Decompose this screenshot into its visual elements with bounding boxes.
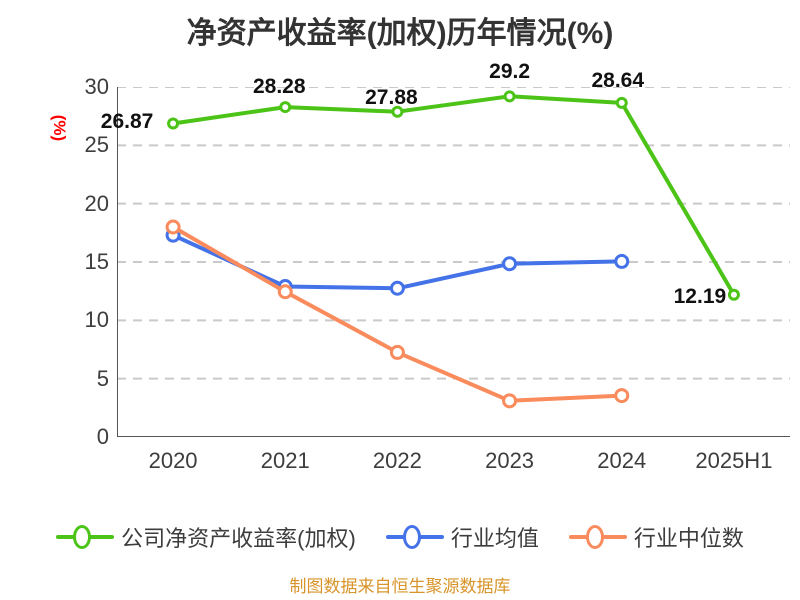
legend-label: 行业均值 — [450, 526, 539, 551]
legend-marker-icon — [385, 522, 444, 552]
data-point-0-3[interactable] — [503, 90, 516, 103]
data-point-0-4[interactable] — [615, 96, 628, 109]
y-tick-label: 10 — [84, 307, 109, 333]
x-tick-label: 2023 — [485, 448, 535, 473]
legend-label: 公司净资产收益率(加权) — [121, 526, 356, 551]
data-point-2-4[interactable] — [614, 388, 630, 404]
x-tick-label: 2024 — [597, 448, 647, 473]
legend-item-2[interactable]: 行业中位数 — [568, 521, 744, 553]
legend-item-0[interactable]: 公司净资产收益率(加权) — [56, 521, 356, 553]
y-axis-tick-labels: 0 5 10 15 20 25 30 — [47, 74, 109, 449]
data-point-0-1[interactable] — [279, 101, 292, 114]
data-point-2-3[interactable] — [502, 393, 518, 409]
chart-plot-svg — [117, 87, 790, 437]
y-tick-label: 20 — [84, 190, 109, 216]
plot-area — [117, 87, 790, 437]
legend-dot-icon — [73, 525, 92, 549]
data-point-2-0[interactable] — [165, 219, 181, 235]
data-point-1-3[interactable] — [502, 256, 518, 272]
y-tick-label: 0 — [96, 424, 109, 449]
y-tick-label: 15 — [84, 249, 109, 274]
data-point-2-1[interactable] — [277, 284, 293, 300]
data-label: 26.87 — [100, 109, 154, 133]
y-tick-label: 30 — [84, 74, 109, 99]
data-label: 12.19 — [673, 284, 727, 308]
data-label: 28.28 — [252, 75, 306, 99]
data-label: 28.64 — [591, 68, 645, 92]
data-point-1-2[interactable] — [389, 280, 405, 296]
legend-label: 行业中位数 — [633, 526, 744, 551]
series-line-2 — [171, 225, 624, 403]
data-point-0-2[interactable] — [391, 105, 404, 118]
legend-item-1[interactable]: 行业均值 — [385, 521, 539, 553]
x-tick-label: 2025H1 — [695, 448, 773, 473]
x-tick-label: 2021 — [260, 448, 310, 473]
x-tick-label: 2022 — [372, 448, 422, 473]
y-tick-label: 5 — [96, 365, 109, 391]
series-line-0 — [171, 94, 736, 297]
chart-title: 净资产收益率(加权)历年情况(%) — [186, 17, 614, 50]
y-tick-label: 25 — [84, 132, 109, 158]
data-point-0-0[interactable] — [167, 117, 180, 130]
data-label: 27.88 — [365, 85, 418, 109]
footer-note: 制图数据来自恒生聚源数据库 — [289, 577, 511, 596]
legend-dot-icon — [402, 525, 421, 549]
legend-marker-icon — [568, 522, 627, 552]
legend-dot-icon — [585, 525, 604, 549]
x-axis-tick-labels: 2020 2021 2022 2023 2024 2025H1 — [117, 448, 790, 482]
data-point-1-4[interactable] — [614, 253, 630, 269]
data-point-2-2[interactable] — [389, 344, 405, 360]
legend-marker-icon — [56, 522, 115, 552]
data-label: 29.2 — [489, 60, 531, 84]
data-point-0-5[interactable] — [727, 288, 740, 301]
x-tick-label: 2020 — [148, 448, 198, 473]
chart-legend: 公司净资产收益率(加权) 行业均值 行业中位数 — [0, 516, 800, 558]
